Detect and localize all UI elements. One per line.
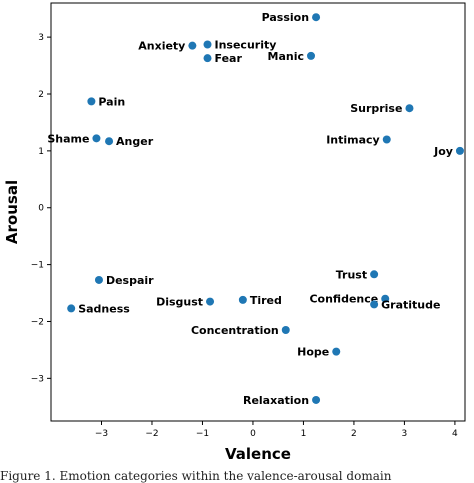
point-pain [87,97,96,106]
point-label-tired: Tired [250,294,282,307]
point-anger [105,137,114,146]
y-tick-label: 3 [38,33,44,43]
x-tick-label: 1 [301,429,307,439]
point-shame [92,134,101,143]
point-sadness [67,304,76,313]
point-concentration [281,326,290,335]
point-manic [307,51,316,60]
point-label-shame: Shame [47,132,89,145]
x-tick-label: 3 [402,429,408,439]
point-hope [332,347,341,356]
point-label-confidence: Confidence [309,293,378,306]
y-tick-label: −3 [31,374,44,384]
plot-frame [50,2,466,422]
point-intimacy [382,135,391,144]
scatter-chart: −3 −2 −1 0 1 2 3 4 −3 −2 −1 0 1 2 3 Passion Anxiety Ins… [3,2,466,463]
point-label-despair: Despair [106,274,154,287]
point-label-passion: Passion [262,11,309,24]
x-tick-label: −3 [95,429,108,439]
point-label-concentration: Concentration [191,324,279,337]
point-surprise [405,104,414,113]
point-label-relaxation: Relaxation [243,394,309,407]
point-relaxation [312,395,321,404]
point-label-anxiety: Anxiety [138,40,185,53]
point-insecurity [203,40,212,49]
point-label-joy: Joy [433,145,453,158]
point-joy [455,146,464,155]
y-tick-label: 2 [38,90,44,100]
y-axis-title: Arousal [3,180,21,244]
y-tick-label: 0 [38,204,44,214]
x-tick-label: 0 [250,429,256,439]
y-tick-label: −1 [31,261,44,271]
x-tick-label: 4 [452,429,458,439]
x-tick-label: 2 [351,429,357,439]
x-tick-label: −1 [196,429,209,439]
point-passion [312,13,321,22]
point-disgust [206,297,215,306]
point-label-gratitude: Gratitude [381,298,440,311]
figure-caption: Figure 1. Emotion categories within the … [0,470,392,483]
point-tired [238,295,247,304]
point-label-trust: Trust [336,268,367,281]
point-label-fear: Fear [215,52,243,65]
y-axis-ticks: −3 −2 −1 0 1 2 3 [31,33,51,384]
point-confidence [381,294,390,303]
point-label-anger: Anger [116,135,154,148]
y-tick-label: −2 [31,317,44,327]
point-label-intimacy: Intimacy [326,133,380,146]
point-label-pain: Pain [98,95,125,108]
point-gratitude [370,300,379,309]
point-label-manic: Manic [268,50,305,63]
point-label-surprise: Surprise [350,102,402,115]
y-tick-label: 1 [38,147,44,157]
point-label-insecurity: Insecurity [215,39,277,52]
point-label-sadness: Sadness [78,302,130,315]
point-label-hope: Hope [297,346,329,359]
x-axis-ticks: −3 −2 −1 0 1 2 3 4 [95,421,458,439]
point-fear [203,54,212,63]
x-tick-label: −2 [145,429,158,439]
point-despair [94,275,103,284]
point-anxiety [188,41,197,50]
point-trust [370,270,379,279]
x-axis-title: Valence [225,445,291,463]
point-label-disgust: Disgust [156,296,203,309]
